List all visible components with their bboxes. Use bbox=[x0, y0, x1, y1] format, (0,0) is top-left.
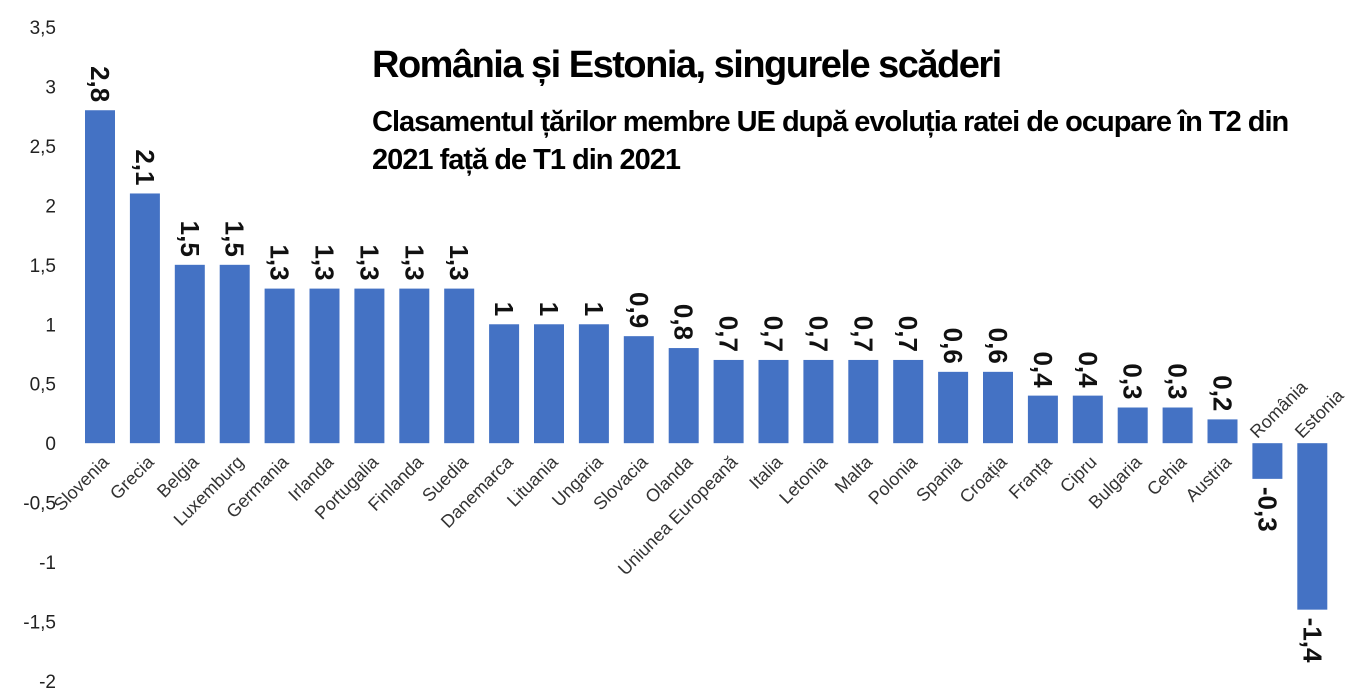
data-label: 1,5 bbox=[175, 221, 205, 257]
bar bbox=[893, 359, 924, 444]
data-label: -0,3 bbox=[1252, 487, 1282, 532]
y-tick-label: -0,5 bbox=[23, 494, 56, 515]
category-label: Spania bbox=[912, 451, 966, 505]
bar bbox=[1207, 419, 1238, 444]
bar bbox=[489, 324, 520, 444]
data-label: 0,4 bbox=[1073, 351, 1103, 388]
data-label: 0,7 bbox=[714, 316, 744, 352]
data-label: 1,3 bbox=[354, 244, 384, 280]
y-axis: 3,5 3 2,5 2 1,5 1 0,5 0 -0,5 -1 -1,5 -2 bbox=[23, 18, 56, 693]
bar bbox=[1027, 395, 1058, 444]
y-tick-label: -1 bbox=[39, 553, 56, 574]
bar bbox=[1297, 443, 1328, 610]
bar bbox=[1252, 443, 1283, 479]
data-label: -1,4 bbox=[1297, 618, 1327, 663]
y-tick-label: 3 bbox=[45, 77, 56, 98]
bar bbox=[623, 336, 654, 444]
data-label: 0,7 bbox=[848, 316, 878, 352]
y-tick-label: 2,5 bbox=[30, 137, 56, 158]
bar bbox=[85, 110, 115, 444]
chart-subtitle: Clasamentul țărilor membre UE după evolu… bbox=[372, 106, 1289, 176]
data-label: 1,3 bbox=[265, 244, 295, 280]
data-label: 0,6 bbox=[983, 328, 1013, 364]
data-label: 1,3 bbox=[399, 244, 429, 280]
data-label: 0,7 bbox=[759, 316, 789, 352]
category-label: Italia bbox=[745, 451, 787, 493]
bar bbox=[399, 288, 430, 444]
bar bbox=[219, 264, 250, 444]
bar bbox=[758, 359, 789, 444]
data-label: 0,7 bbox=[893, 316, 923, 352]
y-tick-label: -2 bbox=[39, 672, 56, 693]
data-label: 1 bbox=[534, 302, 564, 316]
bar bbox=[354, 288, 385, 444]
bar bbox=[129, 193, 160, 444]
data-label: 1 bbox=[489, 302, 519, 316]
bar bbox=[578, 324, 609, 444]
data-label: 1,5 bbox=[220, 221, 250, 257]
data-label: 0,8 bbox=[669, 304, 699, 340]
data-label: 2,1 bbox=[130, 149, 160, 185]
data-label: 2,8 bbox=[85, 66, 115, 102]
data-labels: 2,8 2,1 1,5 1,5 1,3 1,3 1,3 1,3 1,3 1 1 1 0,9 0,8 0,7 0… bbox=[85, 66, 1327, 663]
bar bbox=[534, 324, 564, 444]
bar bbox=[444, 288, 475, 444]
data-label: 1,3 bbox=[444, 244, 474, 280]
data-label: 0,2 bbox=[1208, 375, 1238, 411]
y-tick-label: 0 bbox=[45, 434, 56, 455]
y-tick-label: -1,5 bbox=[23, 613, 56, 634]
bar bbox=[803, 359, 834, 444]
data-label: 0,6 bbox=[938, 328, 968, 364]
category-label: Letonia bbox=[775, 451, 832, 508]
bar bbox=[713, 359, 744, 444]
bar bbox=[264, 288, 295, 444]
y-tick-label: 1,5 bbox=[30, 256, 56, 277]
category-label: Austria bbox=[1182, 451, 1236, 505]
category-label: Polonia bbox=[864, 451, 921, 508]
category-label: Franța bbox=[1005, 451, 1057, 503]
data-label: 0,9 bbox=[624, 292, 654, 328]
y-tick-label: 3,5 bbox=[30, 18, 56, 39]
data-label: 0,3 bbox=[1118, 363, 1148, 399]
y-tick-label: 2 bbox=[45, 196, 56, 217]
bar bbox=[1072, 395, 1103, 444]
category-label: Grecia bbox=[106, 451, 158, 503]
y-tick-label: 1 bbox=[45, 315, 56, 336]
data-label: 0,7 bbox=[803, 316, 833, 352]
bars bbox=[85, 110, 1328, 610]
bar bbox=[309, 288, 340, 444]
data-label: 1 bbox=[579, 302, 609, 316]
category-label: Slovenia bbox=[50, 451, 114, 515]
bar bbox=[848, 359, 879, 444]
chart-title: România și Estonia, singurele scăderi bbox=[372, 44, 1002, 86]
bar bbox=[174, 264, 205, 444]
bar bbox=[668, 348, 699, 444]
data-label: 0,4 bbox=[1028, 351, 1058, 388]
bar bbox=[1162, 407, 1193, 444]
data-label: 1,3 bbox=[310, 244, 340, 280]
category-label: Croația bbox=[956, 451, 1012, 507]
bar bbox=[983, 371, 1013, 444]
bar bbox=[1117, 407, 1148, 444]
bar bbox=[938, 371, 969, 444]
data-label: 0,3 bbox=[1163, 363, 1193, 399]
y-tick-label: 0,5 bbox=[30, 375, 56, 396]
